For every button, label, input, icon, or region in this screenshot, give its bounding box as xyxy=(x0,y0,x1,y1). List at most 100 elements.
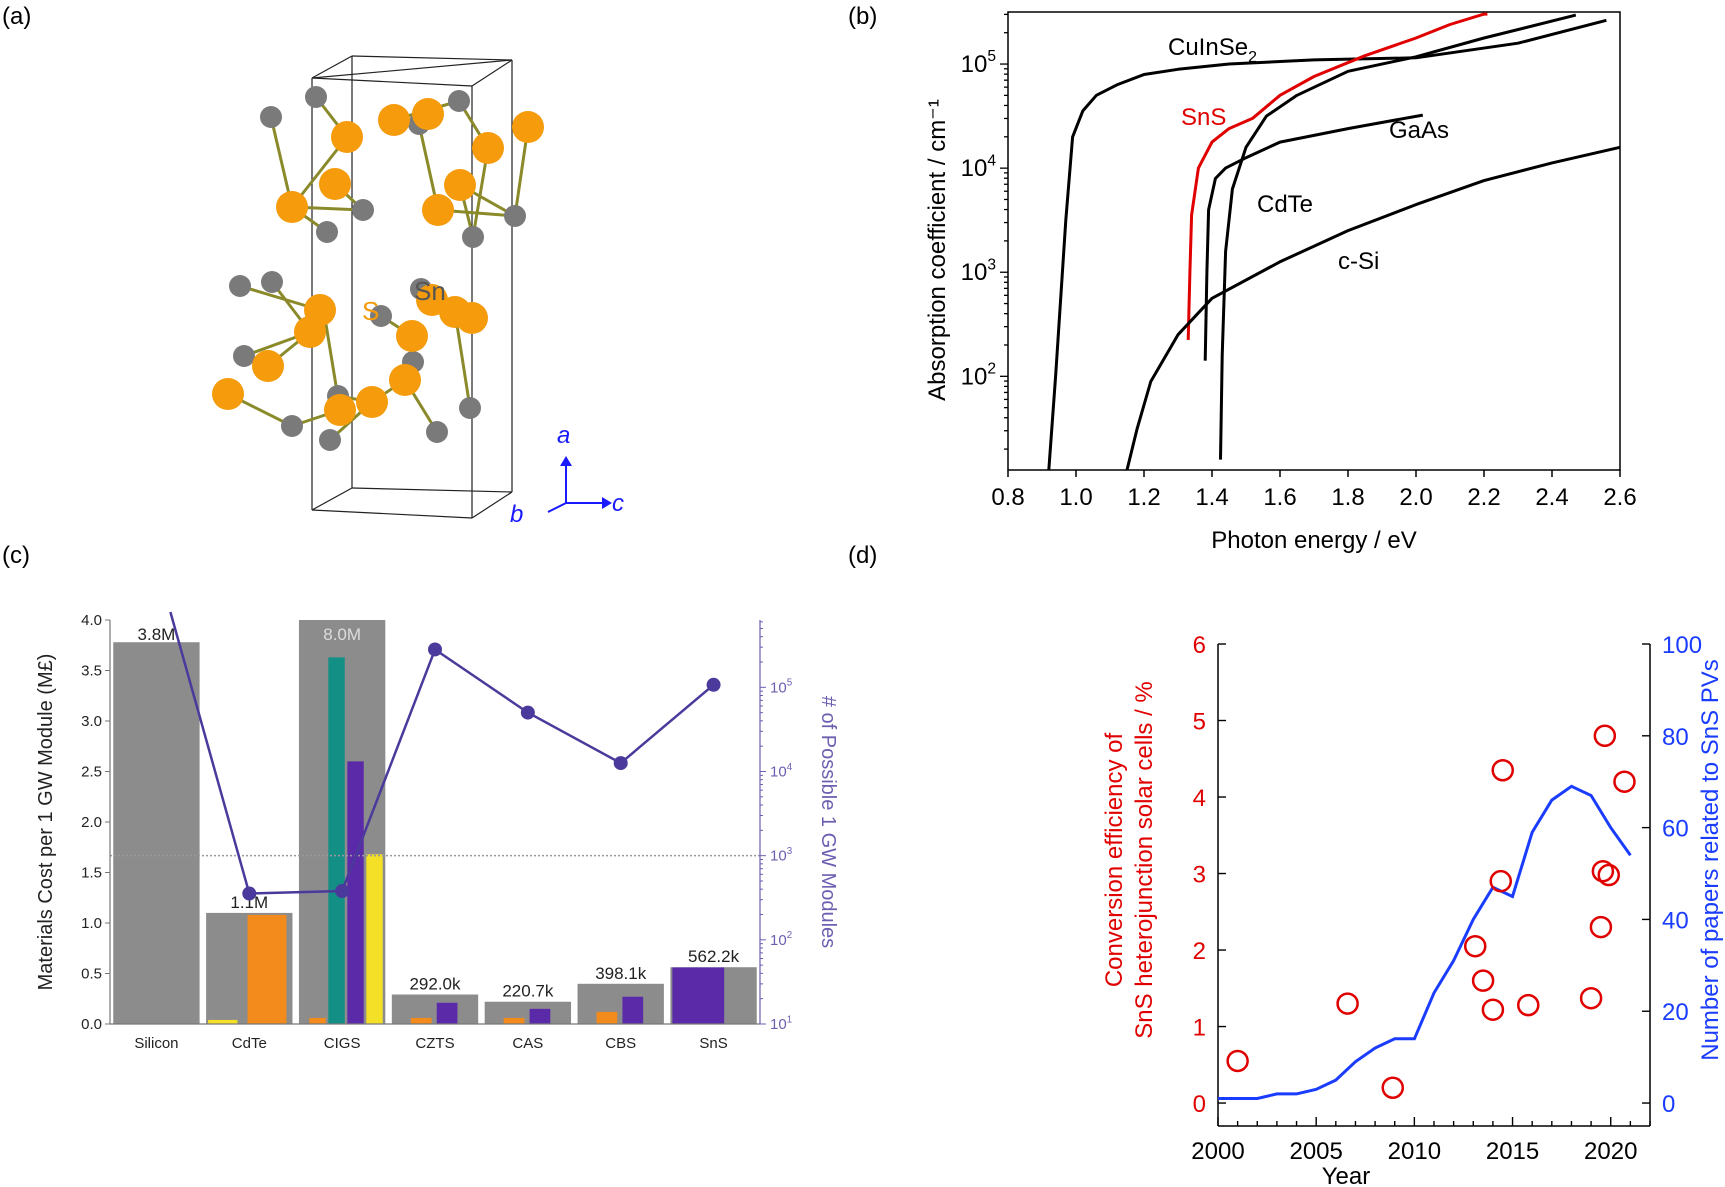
x-tick-label: CAS xyxy=(512,1035,543,1052)
efficiency-point xyxy=(1517,993,1540,1017)
sn-atom xyxy=(229,275,251,297)
efficiency-point xyxy=(1593,724,1617,748)
s-atom xyxy=(456,302,488,334)
sn-atom xyxy=(261,271,283,293)
bar-total-label: 292.0k xyxy=(409,975,461,994)
efficiency-points-d xyxy=(1226,724,1636,1099)
efficiency-papers-chart: 2000 2005 2010 2015 2020 0 1 2 3 4 5 6 0 20 40 60 80 10… xyxy=(1101,632,1724,1187)
x-tick-label: 1.0 xyxy=(1059,484,1092,511)
y2-tick-label: 105 xyxy=(770,678,793,697)
axis-b-label: b xyxy=(510,501,523,528)
y-tick-label: 1.0 xyxy=(81,915,102,932)
total-bar xyxy=(391,994,479,1024)
s-atom xyxy=(212,378,244,410)
series-line xyxy=(1047,18,1607,471)
component-bar xyxy=(347,761,364,1024)
efficiency-point xyxy=(1589,915,1613,939)
plot-frame-b xyxy=(1007,11,1621,471)
bar-total-label: 562.2k xyxy=(688,947,740,966)
y-tick-label: 102 xyxy=(961,361,996,391)
panel-label-b: (b) xyxy=(848,3,877,30)
efficiency-point xyxy=(1226,1049,1249,1073)
efficiency-point xyxy=(1579,986,1603,1010)
efficiency-point xyxy=(1491,758,1514,782)
sn-atom xyxy=(305,86,327,108)
panel-label-c: (c) xyxy=(2,542,30,569)
x-tick-label: 2015 xyxy=(1486,1138,1539,1165)
y2-tick-label: 40 xyxy=(1662,907,1689,934)
efficiency-point xyxy=(1481,998,1505,1021)
y-axis-label-d-line2: SnS heterojunction solar cells / % xyxy=(1131,681,1158,1039)
s-atom-label: S xyxy=(362,296,379,326)
series-line xyxy=(1186,12,1488,340)
component-bar xyxy=(596,1011,618,1024)
y-tick-label: 1 xyxy=(1193,1015,1206,1042)
component-bar xyxy=(436,1002,458,1024)
y-tick-label: 0 xyxy=(1193,1091,1206,1118)
s-atom xyxy=(331,121,363,153)
y-axis-label-b: Absorption coefficient / cm⁻¹ xyxy=(924,99,951,401)
x-tick-label: SnS xyxy=(699,1035,727,1052)
y-tick-label: 4.0 xyxy=(81,612,102,629)
x-tick-label: 1.6 xyxy=(1263,484,1296,511)
component-bar xyxy=(622,996,644,1024)
x-tick-label: 2005 xyxy=(1289,1138,1342,1165)
efficiency-point xyxy=(1336,992,1359,1015)
component-bar xyxy=(410,1017,432,1024)
y-tick-label: 3.0 xyxy=(81,713,102,730)
x-tick-label: 2.2 xyxy=(1467,484,1500,511)
x-tick-label: 2020 xyxy=(1584,1138,1637,1165)
sn-atom xyxy=(426,421,448,443)
bars-c: 3.8M 1.1M 8.0M 292.0k 220.7k 398.1k 562.2k xyxy=(110,620,760,1024)
series-lines-b xyxy=(1047,12,1621,471)
sn-atom xyxy=(459,397,481,419)
y-tick-label: 2.5 xyxy=(81,764,102,781)
component-bar xyxy=(529,1008,551,1024)
y2-tick-label: 0 xyxy=(1662,1091,1675,1118)
y2-ticks-d: 0 20 40 60 80 100 xyxy=(1642,632,1702,1118)
annotation-cdte: CdTe xyxy=(1257,191,1313,218)
x-tick-label: 2010 xyxy=(1388,1138,1441,1165)
x-tick-label: 1.4 xyxy=(1195,484,1228,511)
x-axis-label-b: Photon energy / eV xyxy=(1211,527,1416,554)
y-ticks-b: 102 103 104 105 xyxy=(961,13,1008,450)
s-atom xyxy=(512,111,544,143)
materials-cost-chart: 3.8M 1.1M 8.0M 292.0k 220.7k 398.1k 562.2k 0.0… xyxy=(35,611,839,1052)
total-bar xyxy=(577,983,664,1024)
component-bar xyxy=(328,657,345,1024)
efficiency-point xyxy=(1489,869,1513,893)
modules-line xyxy=(169,611,715,895)
x-tick-label: 1.2 xyxy=(1127,484,1160,511)
y-tick-label: 4 xyxy=(1193,785,1206,812)
component-bar xyxy=(503,1017,525,1024)
sn-atom xyxy=(448,90,470,112)
x-tick-label: 2.0 xyxy=(1399,484,1432,511)
efficiency-point xyxy=(1591,859,1615,883)
y-axis-label-c: Materials Cost per 1 GW Module (M£) xyxy=(35,654,57,991)
annotation-sns: SnS xyxy=(1181,104,1226,131)
x-tick-label: CdTe xyxy=(232,1035,267,1052)
panel-label-a: (a) xyxy=(2,3,31,30)
component-bar xyxy=(208,1019,238,1024)
total-bar xyxy=(113,642,200,1024)
sn-atom xyxy=(352,199,374,221)
x-ticks-d: 2000 2005 2010 2015 2020 xyxy=(1191,1117,1651,1165)
total-bar xyxy=(484,1001,572,1024)
bar-total-label: 1.1M xyxy=(230,893,268,912)
y2-tick-label: 103 xyxy=(770,846,792,865)
s-atom xyxy=(319,168,351,200)
sn-atom xyxy=(462,226,484,248)
x-tick-label: 0.8 xyxy=(991,484,1024,511)
s-atom xyxy=(276,191,308,223)
s-atom xyxy=(324,394,356,426)
x-ticks-c: Silicon CdTe CIGS CZTS CAS CBS SnS xyxy=(134,1035,727,1052)
y-tick-label: 1.5 xyxy=(81,865,102,882)
series-line xyxy=(1125,145,1621,471)
s-atom xyxy=(412,98,444,130)
y-ticks-d: 0 1 2 3 4 5 6 xyxy=(1193,632,1226,1118)
s-atom xyxy=(396,320,428,352)
y-axis-label-d-line1: Conversion efficiency of xyxy=(1101,732,1128,987)
y-tick-label: 5 xyxy=(1193,709,1206,736)
x-tick-label: 2.6 xyxy=(1603,484,1636,511)
y2-tick-label: 101 xyxy=(770,1014,792,1033)
